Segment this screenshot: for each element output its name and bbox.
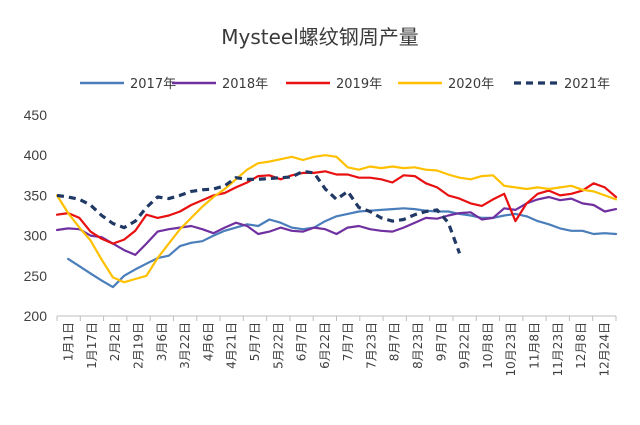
x-tick-label: 6月22日 bbox=[318, 322, 332, 369]
x-tick-label: 5月22日 bbox=[271, 322, 285, 369]
x-tick-label: 11月23日 bbox=[551, 322, 565, 377]
x-axis: 1月1日 1月17日 2月2日 2月19日 3月6日 3月22日 4月6日 4月21日 5月7日… bbox=[56, 315, 617, 377]
plot-area bbox=[55, 154, 618, 289]
y-tick-label: 300 bbox=[24, 228, 48, 244]
series-line-2019年 bbox=[55, 170, 618, 245]
series-line-2017年 bbox=[67, 207, 618, 289]
legend-label: 2017年 bbox=[130, 77, 176, 92]
chart-title: Mysteel螺纹钢周产量 bbox=[221, 25, 419, 49]
legend-label: 2021年 bbox=[564, 77, 610, 92]
x-tick-label: 9月7日 bbox=[434, 322, 448, 361]
x-tick-label: 11月8日 bbox=[527, 322, 541, 369]
y-tick-label: 250 bbox=[24, 268, 48, 284]
x-tick-label: 5月7日 bbox=[248, 322, 262, 361]
x-tick-label: 1月17日 bbox=[85, 322, 99, 369]
y-tick-label: 400 bbox=[24, 147, 48, 163]
y-tick-label: 450 bbox=[24, 107, 48, 123]
x-tick-label: 2月19日 bbox=[132, 322, 146, 369]
x-tick-label: 12月8日 bbox=[574, 322, 588, 369]
x-tick-label: 7月23日 bbox=[364, 322, 378, 369]
x-tick-label: 9月22日 bbox=[458, 322, 472, 369]
y-axis: 200 250 300 350 400 450 bbox=[24, 107, 48, 324]
x-tick-label: 8月23日 bbox=[411, 322, 425, 369]
x-tick-label: 6月7日 bbox=[295, 322, 309, 361]
x-tick-label: 4月21日 bbox=[225, 322, 239, 369]
x-tick-label: 3月6日 bbox=[155, 322, 169, 361]
legend: 2017年 2018年 2019年 2020年 2021年 bbox=[80, 77, 610, 92]
y-tick-label: 350 bbox=[24, 187, 48, 203]
legend-label: 2018年 bbox=[222, 77, 268, 92]
series-line-2021年 bbox=[56, 169, 462, 254]
x-tick-label: 7月7日 bbox=[341, 322, 355, 361]
x-tick-label: 4月6日 bbox=[201, 322, 215, 361]
y-tick-label: 200 bbox=[24, 308, 48, 324]
series-line-2020年 bbox=[55, 154, 618, 284]
x-tick-label: 3月22日 bbox=[178, 322, 192, 369]
x-tick-label: 10月8日 bbox=[481, 322, 495, 369]
legend-label: 2019年 bbox=[336, 77, 382, 92]
x-tick-label: 10月23日 bbox=[504, 322, 518, 377]
x-tick-label: 8月7日 bbox=[388, 322, 402, 361]
x-tick-label: 1月1日 bbox=[62, 322, 76, 361]
series-line-2018年 bbox=[55, 195, 618, 256]
x-tick-label: 12月24日 bbox=[597, 322, 611, 377]
x-tick-label: 2月2日 bbox=[108, 322, 122, 361]
legend-label: 2020年 bbox=[448, 77, 494, 92]
